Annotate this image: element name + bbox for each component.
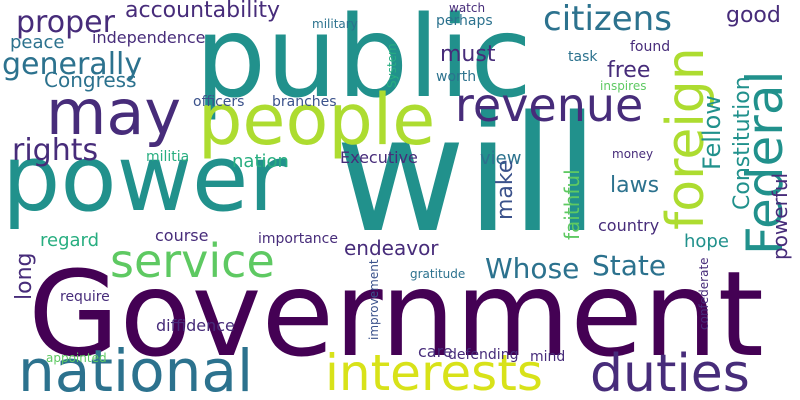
- word-gratitude: gratitude: [410, 267, 466, 281]
- word-good: good: [726, 3, 781, 28]
- word-task: task: [568, 49, 598, 65]
- word-officers: officers: [193, 94, 245, 110]
- word-rights: rights: [12, 133, 99, 168]
- word-long: long: [12, 252, 37, 300]
- word-constitution: Constitution: [730, 76, 755, 210]
- word-system: System: [385, 43, 399, 88]
- word-peace: peace: [10, 32, 65, 53]
- word-free: free: [607, 58, 651, 83]
- word-defending: defending: [448, 347, 519, 363]
- word-importance: importance: [258, 231, 338, 247]
- word-government: Government: [28, 245, 764, 383]
- word-nation: nation: [232, 151, 289, 172]
- word-diffidence: diffidence: [156, 316, 235, 335]
- word-worth: worth: [436, 69, 477, 85]
- word-revenue: revenue: [455, 78, 644, 132]
- word-money: money: [612, 147, 654, 161]
- word-will: will: [335, 81, 600, 268]
- word-mind: mind: [530, 349, 566, 365]
- word-service: service: [110, 234, 275, 288]
- word-may: may: [46, 76, 182, 149]
- word-laws: laws: [610, 173, 660, 198]
- word-interests: interests: [325, 344, 543, 400]
- word-congress: Congress: [44, 68, 137, 92]
- word-executive: Executive: [340, 148, 418, 167]
- word-generally: generally: [2, 47, 143, 82]
- word-whose: Whose: [485, 252, 580, 285]
- word-country: country: [598, 216, 660, 235]
- word-confederate: confederate: [697, 257, 711, 330]
- word-make: make: [493, 159, 518, 220]
- word-public: public: [195, 0, 532, 123]
- word-militia: militia: [146, 149, 190, 165]
- word-proper: proper: [16, 5, 115, 40]
- word-care: care: [418, 342, 453, 361]
- word-regard: regard: [40, 230, 100, 251]
- word-citizens: citizens: [543, 0, 672, 39]
- word-view: view: [480, 148, 522, 169]
- word-independence: independence: [92, 28, 206, 47]
- word-people: people: [198, 79, 436, 161]
- word-found: found: [630, 39, 671, 55]
- word-state: State: [592, 249, 667, 282]
- word-must: must: [440, 42, 496, 67]
- word-fellow: Fellow: [698, 95, 726, 170]
- word-branches: branches: [272, 94, 337, 110]
- word-course: course: [155, 226, 209, 245]
- word-military: military: [312, 17, 358, 31]
- word-national: national: [18, 337, 254, 400]
- word-faithful: faithful: [560, 169, 584, 240]
- word-endeavor: endeavor: [344, 236, 439, 260]
- word-require: require: [60, 289, 110, 305]
- word-improvement: improvement: [367, 259, 381, 340]
- word-appointed: appointed: [46, 351, 107, 365]
- word-watch: watch: [449, 1, 486, 15]
- word-power: power: [2, 125, 287, 232]
- word-perhaps: perhaps: [436, 13, 493, 29]
- word-inspires: inspires: [600, 79, 647, 93]
- word-accountability: accountability: [125, 0, 281, 23]
- word-powerful: powerful: [768, 172, 792, 260]
- word-hope: hope: [684, 231, 729, 252]
- word-duties: duties: [590, 344, 750, 400]
